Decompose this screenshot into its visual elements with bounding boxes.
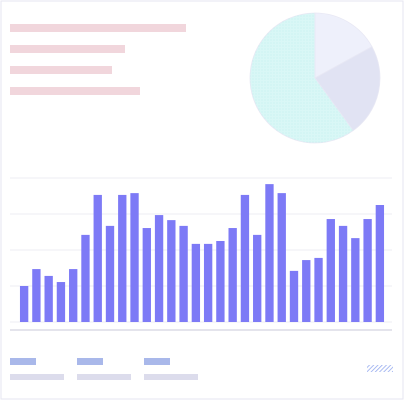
bar — [302, 260, 311, 322]
bar — [289, 270, 299, 322]
legend-swatch — [10, 358, 36, 365]
legend-placeholder — [144, 374, 198, 380]
bar — [203, 243, 213, 322]
bar-chart — [10, 177, 392, 323]
bar — [130, 193, 139, 322]
bar — [167, 220, 176, 322]
bar — [69, 269, 78, 322]
text-placeholder — [10, 24, 186, 32]
button-placeholder[interactable] — [367, 365, 393, 372]
bar — [228, 228, 237, 322]
bar — [277, 193, 286, 322]
bar — [179, 225, 188, 322]
text-placeholder — [10, 87, 140, 95]
bar — [265, 184, 274, 322]
bar — [118, 194, 127, 322]
text-placeholder — [10, 45, 125, 53]
bar — [19, 286, 29, 322]
bar — [191, 243, 201, 322]
text-placeholder — [10, 66, 112, 74]
legend-swatch — [144, 358, 170, 365]
bar — [326, 219, 335, 322]
bar — [154, 215, 164, 322]
bar — [44, 275, 53, 322]
bar — [240, 194, 250, 322]
bar — [32, 269, 41, 322]
bar — [56, 282, 66, 322]
bar — [351, 238, 360, 322]
bar — [253, 234, 262, 322]
legend-placeholder — [10, 374, 64, 380]
bar — [314, 257, 323, 322]
bar — [142, 228, 151, 322]
bar — [81, 234, 90, 322]
bar — [363, 219, 372, 322]
bar — [338, 225, 348, 322]
legend-placeholder — [77, 374, 131, 380]
bar — [216, 241, 225, 322]
bar — [375, 205, 385, 322]
pie-chart — [249, 12, 381, 144]
legend-swatch — [77, 358, 103, 365]
bar — [93, 194, 102, 322]
bar — [105, 225, 115, 322]
